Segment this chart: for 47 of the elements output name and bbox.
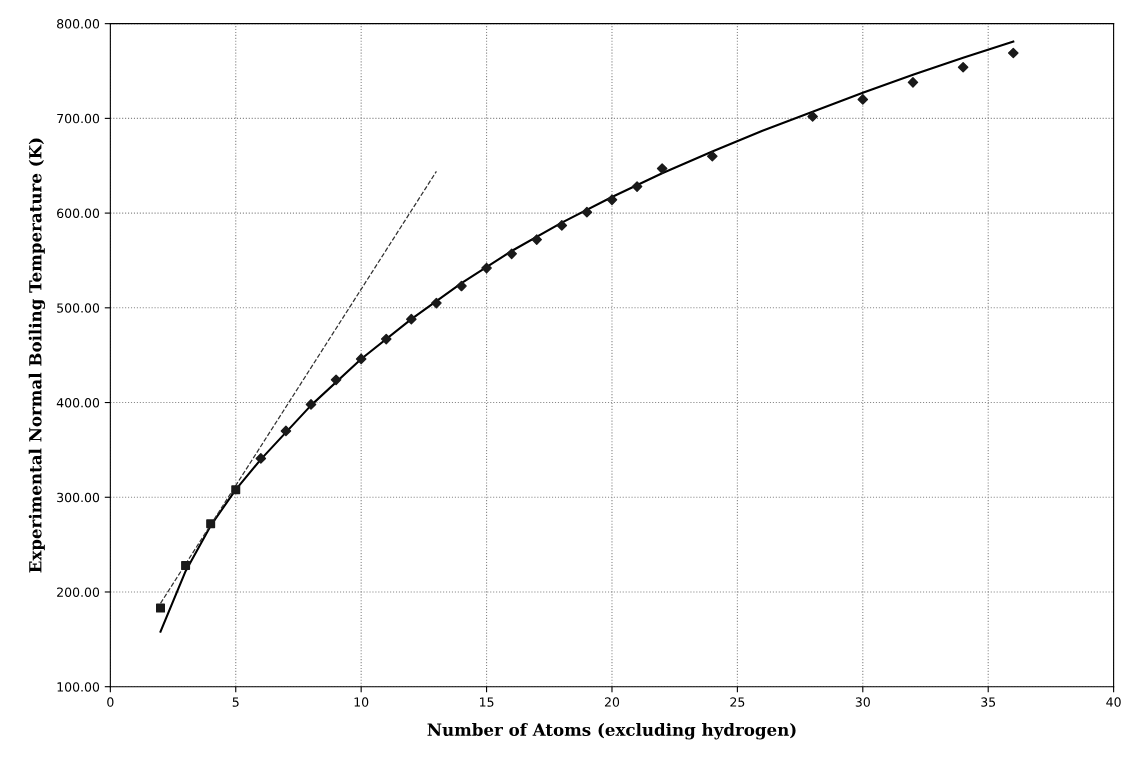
point (1007, 47, 1019, 59)
y-tick-label: 600.00 (57, 208, 100, 219)
point (456, 280, 467, 292)
y-tick-label: 300.00 (57, 492, 100, 503)
point (656, 163, 668, 174)
point (907, 77, 919, 88)
point (531, 234, 543, 245)
point (181, 560, 191, 570)
x-tick-label: 25 (730, 697, 745, 707)
x-tick-label: 5 (232, 697, 239, 707)
y-tick-label: 400.00 (56, 398, 100, 408)
point (481, 262, 492, 274)
x-tick-label: 0 (107, 697, 114, 707)
x-tick-label: 15 (479, 697, 494, 707)
x-tick-label: 30 (855, 697, 870, 707)
point (807, 111, 818, 122)
point (206, 519, 216, 529)
point (581, 206, 593, 218)
point (631, 181, 643, 192)
y-tick-label: 700.00 (57, 113, 100, 124)
point (707, 150, 718, 162)
x-tick-label: 40 (1106, 697, 1121, 707)
x-tick-label: 20 (604, 697, 620, 707)
line-series (159, 40, 1015, 633)
x-tick-label: 35 (981, 697, 996, 707)
point (280, 425, 292, 437)
y-axis-title: Experimental Normal Boiling Temperature (K) (28, 138, 46, 573)
x-axis-title: Number of Atoms (excluding hydrogen) (427, 723, 796, 740)
point (556, 220, 568, 231)
y-tick-label: 500.00 (57, 303, 100, 313)
point (506, 248, 517, 260)
x-tick-label: 10 (354, 697, 369, 707)
point (957, 61, 969, 73)
y-tick-label: 800.00 (57, 19, 100, 29)
point (156, 603, 166, 613)
point (355, 353, 367, 365)
point (431, 297, 442, 309)
y-tick-label: 100.00 (57, 682, 100, 692)
y-tick-label: 200.00 (57, 587, 100, 597)
point (380, 333, 392, 345)
point (255, 453, 267, 464)
point (606, 194, 618, 206)
point (305, 399, 317, 410)
point (231, 485, 241, 495)
point (857, 94, 869, 105)
point (406, 313, 417, 325)
point (330, 374, 342, 386)
